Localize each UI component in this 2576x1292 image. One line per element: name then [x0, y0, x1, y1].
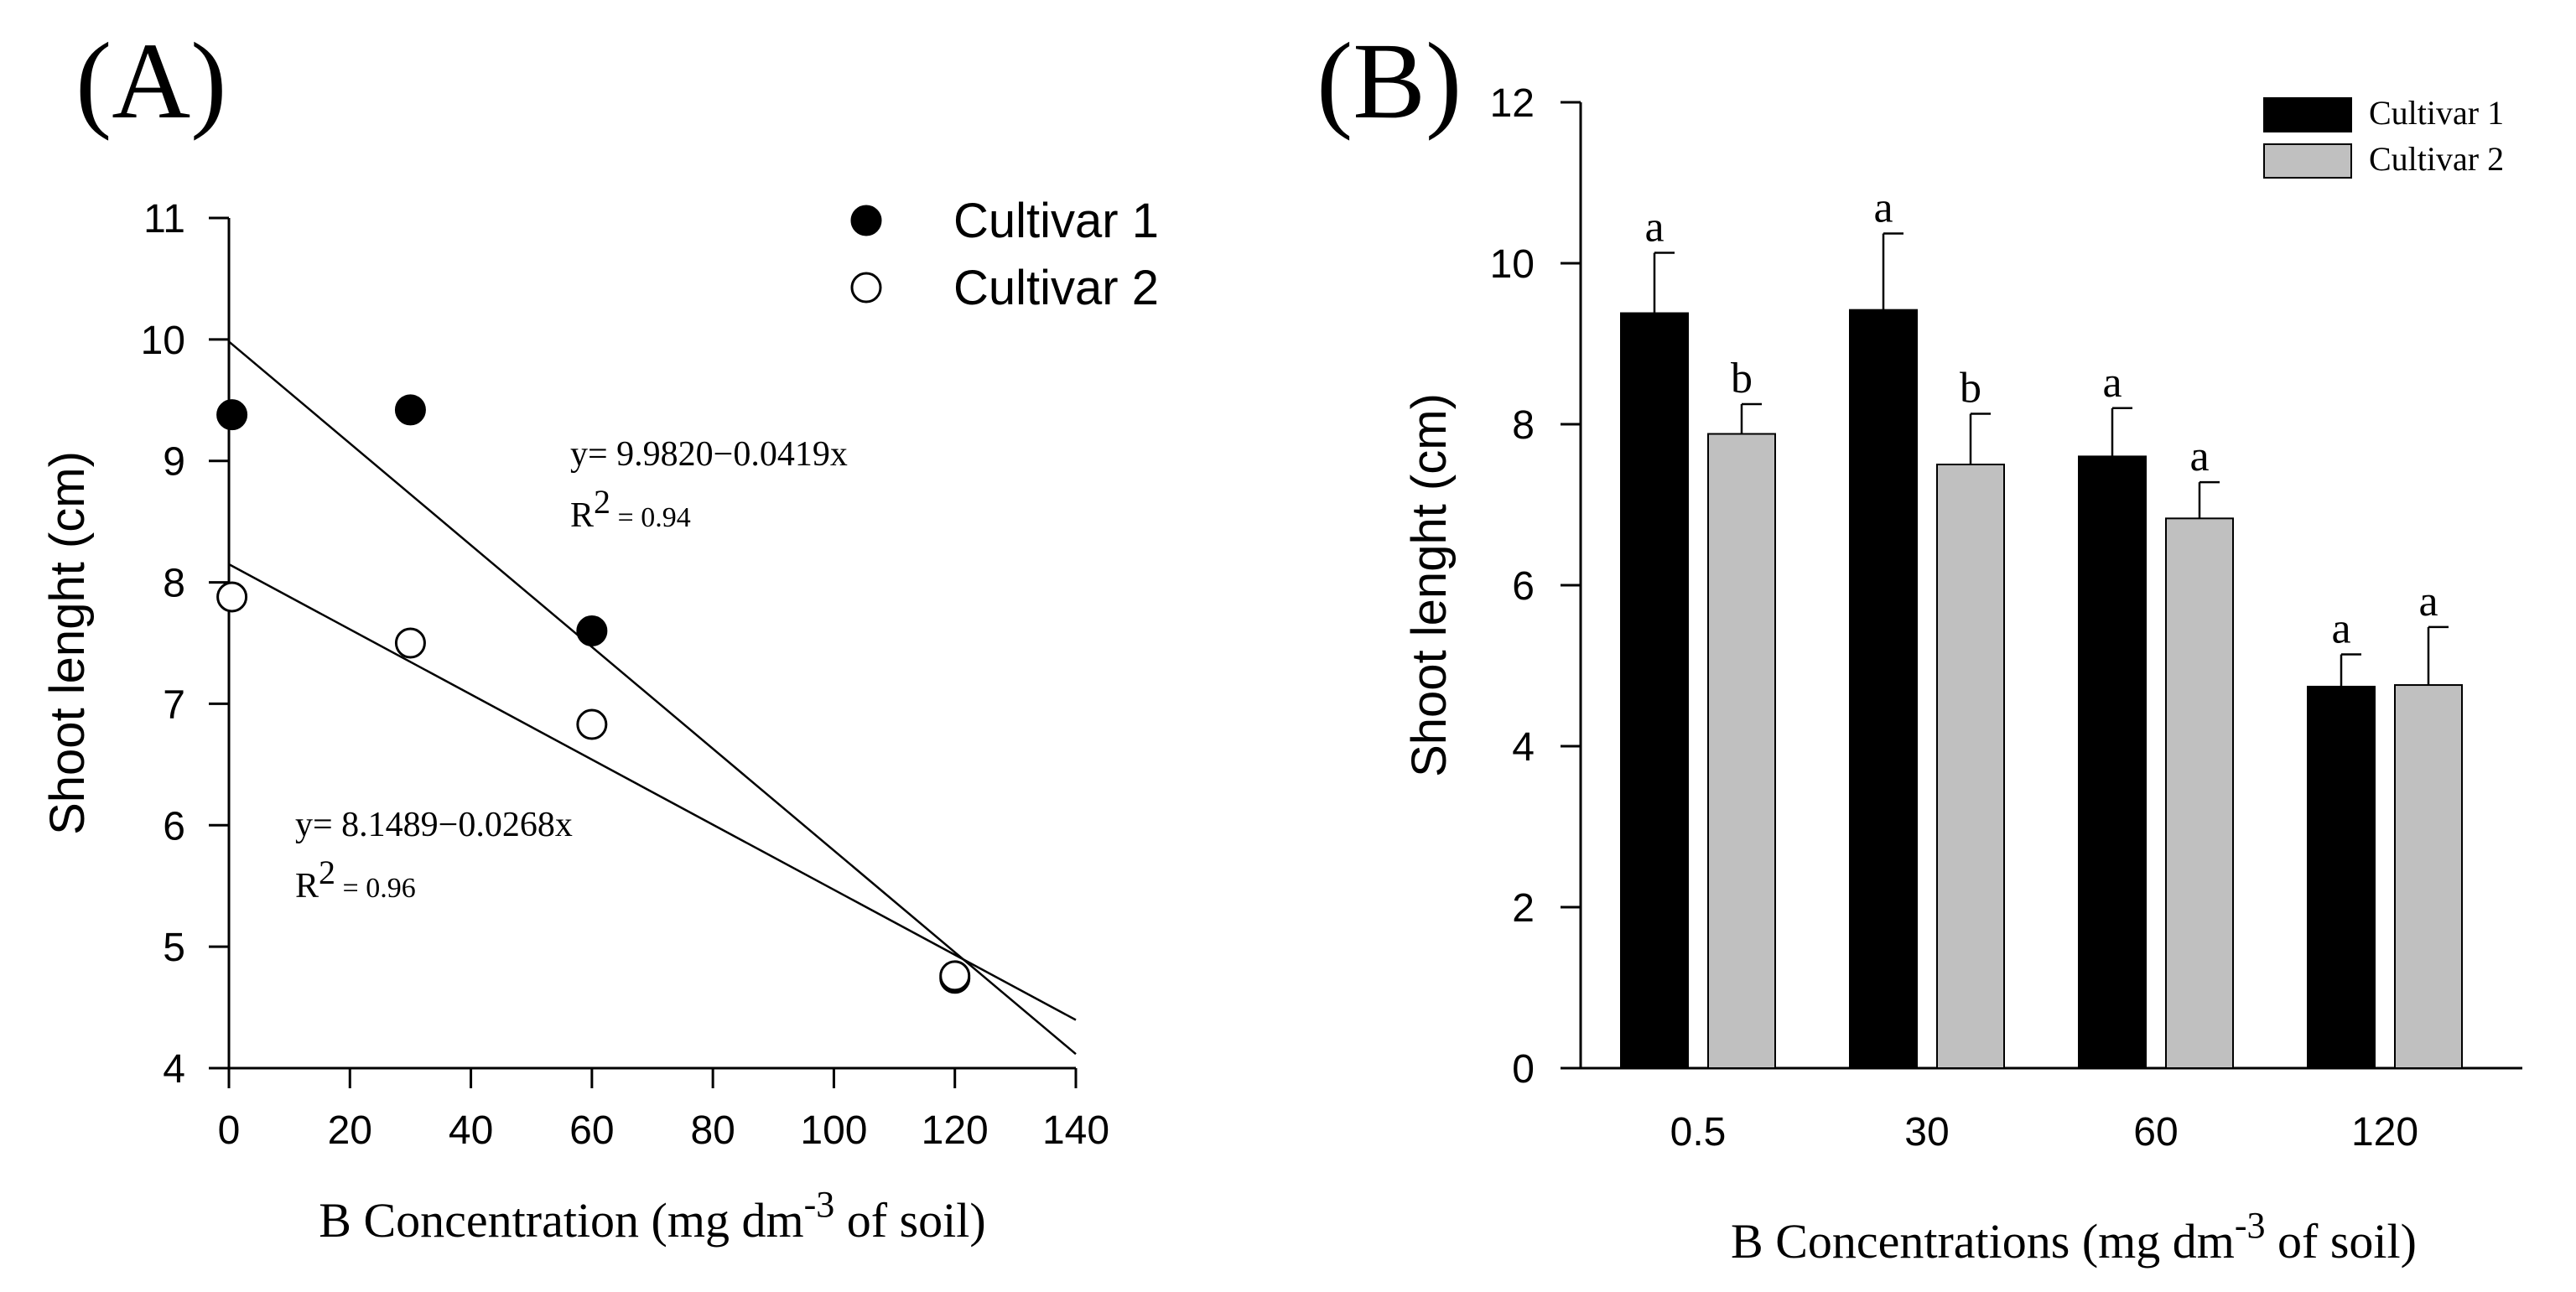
point-cultivar-2 — [576, 708, 608, 740]
panel-a-r2-cultivar-1: R2 = 0.94 — [570, 483, 691, 535]
r2-sup: 2 — [594, 483, 610, 521]
bar-cultivar-2 — [2394, 684, 2463, 1069]
legend-swatch-cultivar-1 — [2263, 97, 2352, 132]
panel-a-x-tick-label: 120 — [922, 1108, 989, 1153]
panel-a-x-tick-label: 20 — [328, 1108, 372, 1153]
panel-a-r2-cultivar-2: R2 = 0.96 — [295, 854, 416, 905]
panel-a-scatter-chart: (A) 4 5 6 7 8 9 10 11 0 20 40 60 80 100 120 140 Shoot … — [40, 21, 1159, 1248]
panel-a-x-tick-label: 100 — [800, 1108, 867, 1153]
panel-a-points — [216, 394, 971, 994]
point-cultivar-2 — [939, 960, 971, 992]
panel-b-y-tick-label: 4 — [1512, 725, 1535, 770]
panel-b-bars: a a a a b b a a — [1620, 184, 2463, 1070]
panel-b-x-axis-label-sup: -3 — [2235, 1205, 2266, 1246]
panel-a-y-axis-label: Shoot lenght (cm) — [40, 451, 95, 835]
panel-b-bar-chart: (B) 0 2 4 6 8 10 12 0.5 30 60 120 a a a a b b a a Shoot … — [1317, 21, 2522, 1269]
significance-letter: a — [2418, 578, 2438, 625]
panel-a-equation-cultivar-2: y= 8.1489−0.0268x — [295, 806, 573, 844]
panel-a-y-tick-label: 9 — [163, 440, 185, 485]
r2-sup: 2 — [319, 854, 335, 891]
panel-a-y-ticks: 4 5 6 7 8 9 10 11 — [141, 197, 229, 1092]
bar-cultivar-2 — [1936, 464, 2005, 1069]
panel-b-y-tick-label: 10 — [1490, 242, 1535, 287]
panel-a-y-tick-label: 6 — [163, 804, 185, 848]
panel-a-fit-lines — [228, 340, 1077, 1056]
legend-swatch-cultivar-2 — [2263, 143, 2352, 179]
panel-a-x-tick-label: 80 — [690, 1108, 735, 1153]
panel-a-y-tick-label: 7 — [163, 682, 185, 727]
panel-b-y-tick-label: 2 — [1512, 886, 1535, 931]
significance-letter: a — [2189, 433, 2209, 480]
point-cultivar-1 — [576, 615, 608, 647]
point-cultivar-2 — [216, 581, 248, 613]
significance-letter: a — [1873, 184, 1893, 231]
legend-label-cultivar-1: Cultivar 1 — [953, 194, 1159, 248]
bar-cultivar-1 — [1849, 309, 1918, 1069]
fit-line-cultivar-1 — [228, 340, 1077, 1056]
bar-cultivar-1 — [1620, 312, 1689, 1069]
panel-a-x-axis-label-tail: of soil) — [834, 1193, 985, 1248]
r2-value: = 0.94 — [610, 502, 691, 533]
r2-label: R — [570, 496, 594, 535]
significance-letter: b — [1731, 355, 1753, 402]
panel-b-x-tick-label: 0.5 — [1670, 1110, 1727, 1154]
panel-a-y-tick-label: 11 — [143, 197, 185, 241]
panel-b-x-ticks: 0.5 30 60 120 — [1670, 1110, 2418, 1154]
panel-b-x-axis-label-tail: of soil) — [2266, 1214, 2417, 1269]
panel-a-equation-cultivar-1: y= 9.9820−0.0419x — [570, 435, 848, 474]
point-cultivar-1 — [216, 399, 248, 431]
bar-cultivar-1 — [2078, 455, 2147, 1069]
panel-b-x-axis-label-main: B Concentrations (mg dm — [1731, 1214, 2235, 1269]
r2-value: = 0.96 — [335, 873, 416, 904]
panel-b-y-ticks: 0 2 4 6 8 10 12 — [1490, 81, 1581, 1092]
panel-a-y-tick-label: 10 — [141, 319, 185, 363]
panel-a-x-axis-label: B Concentration (mg dm-3 of soil) — [319, 1184, 985, 1248]
legend-marker-cultivar-2 — [850, 272, 882, 304]
panel-a-x-tick-label: 140 — [1042, 1108, 1109, 1153]
panel-b-x-tick-label: 120 — [2351, 1110, 2418, 1154]
bar-cultivar-2 — [1707, 433, 1776, 1069]
significance-letter: b — [1960, 365, 1981, 413]
point-cultivar-1 — [394, 394, 426, 426]
panel-a-legend: Cultivar 1 Cultivar 2 — [850, 194, 1159, 315]
panel-b-legend: Cultivar 1 Cultivar 2 — [2263, 94, 2504, 179]
panel-a-label: (A) — [75, 21, 226, 142]
point-cultivar-2 — [394, 627, 426, 659]
panel-a-x-tick-label: 60 — [569, 1108, 614, 1153]
significance-letter: a — [1644, 204, 1664, 252]
panel-a-y-tick-label: 5 — [163, 926, 185, 970]
panel-b-y-axis-label: Shoot lenght (cm) — [1402, 393, 1457, 777]
bar-cultivar-2 — [2165, 517, 2234, 1069]
legend-marker-cultivar-1 — [850, 205, 882, 236]
significance-letter: a — [2331, 605, 2350, 653]
panel-a-y-tick-label: 8 — [163, 562, 185, 606]
bar-cultivar-1 — [2307, 685, 2376, 1070]
panel-a-x-axis-label-main: B Concentration (mg dm — [319, 1193, 803, 1248]
legend-label-cultivar-2: Cultivar 2 — [953, 261, 1159, 315]
panel-b-label: (B) — [1317, 21, 1462, 142]
panel-a-x-tick-label: 40 — [449, 1108, 493, 1153]
panel-b-y-tick-label: 12 — [1490, 81, 1535, 126]
r2-label: R — [295, 867, 319, 905]
panel-a-y-tick-label: 4 — [163, 1047, 185, 1092]
panel-b-y-tick-label: 0 — [1512, 1047, 1535, 1092]
legend-label-cultivar-1: Cultivar 1 — [2369, 94, 2504, 132]
panel-a-x-ticks: 0 20 40 60 80 100 120 140 — [218, 1068, 1109, 1153]
panel-a-x-tick-label: 0 — [218, 1108, 241, 1153]
panel-b-x-tick-label: 30 — [1904, 1110, 1949, 1154]
panel-b-x-tick-label: 60 — [2133, 1110, 2178, 1154]
panel-b-x-axis-label: B Concentrations (mg dm-3 of soil) — [1731, 1205, 2417, 1269]
panel-b-y-tick-label: 6 — [1512, 564, 1535, 609]
legend-label-cultivar-2: Cultivar 2 — [2369, 140, 2504, 178]
fit-line-cultivar-2 — [228, 563, 1077, 1021]
panel-b-y-tick-label: 8 — [1512, 403, 1535, 448]
significance-letter: a — [2102, 359, 2122, 407]
panel-a-x-axis-label-sup: -3 — [804, 1184, 835, 1225]
